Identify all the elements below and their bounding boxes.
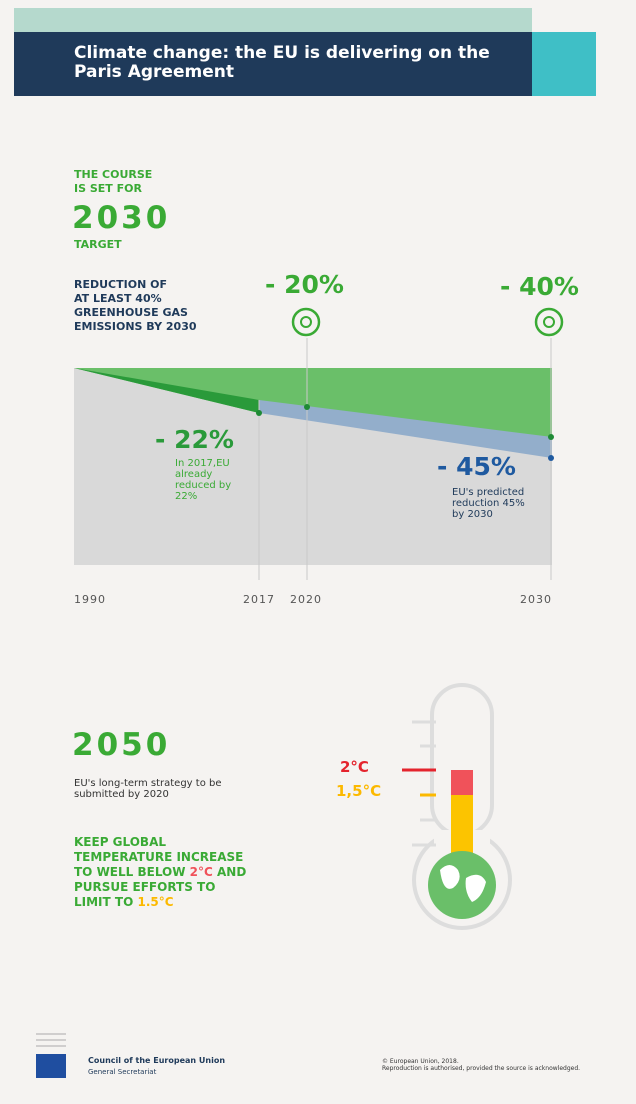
line: by 2030 [452, 509, 525, 520]
footer-note: Reproduction is authorised, provided the… [382, 1065, 580, 1072]
point [256, 410, 262, 416]
achieved-value: - 22% [155, 425, 234, 454]
graphics [0, 0, 636, 1104]
milestone: - 20% [265, 270, 344, 299]
eu-flag [36, 1054, 66, 1078]
goal: KEEP GLOBAL TEMPERATURE INCREASE TO WELL… [74, 835, 246, 910]
milestone: - 40% [500, 272, 579, 301]
reduction-line: EMISSIONS BY 2030 [74, 320, 197, 333]
target-icon [301, 317, 311, 327]
predicted-value: - 45% [437, 452, 516, 481]
reduction-line: REDUCTION OF [74, 278, 167, 291]
part: AND [217, 865, 246, 879]
logo-lines [36, 1034, 66, 1046]
line: TEMPERATURE INCREASE [74, 850, 246, 865]
target-icon [544, 317, 554, 327]
part: TO WELL BELOW [74, 865, 185, 879]
footer-copyright: © European Union, 2018. [382, 1058, 459, 1065]
line: In 2017,EU [175, 458, 231, 469]
target-year: 2030 [72, 200, 170, 236]
long-term-year: 2050 [72, 727, 170, 763]
line: PURSUE EFFORTS TO [74, 880, 246, 895]
point [304, 404, 310, 410]
footer-sub: General Secretariat [88, 1068, 156, 1076]
thermo-label: 2°C [340, 758, 369, 776]
globe [428, 851, 496, 919]
thermo-red [451, 770, 473, 795]
part: 2°C [190, 865, 213, 879]
line: LIMIT TO 1.5°C [74, 895, 246, 910]
line: EU's long-term strategy to be [74, 778, 222, 789]
line: already [175, 469, 231, 480]
target-line: THE COURSE [74, 168, 152, 181]
year: 2020 [290, 593, 322, 606]
reduction-line: GREENHOUSE GAS [74, 306, 188, 319]
target-icon [536, 309, 562, 335]
year: 1990 [74, 593, 106, 606]
line: KEEP GLOBAL [74, 835, 246, 850]
title-accent [532, 32, 596, 96]
point [548, 455, 554, 461]
title: Climate change: the EU is delivering on … [74, 44, 524, 82]
reduction-line: AT LEAST 40% [74, 292, 162, 305]
thermo-label: 1,5°C [336, 782, 381, 800]
target-line: IS SET FOR [74, 182, 142, 195]
top-band [14, 8, 532, 34]
part: 1.5°C [137, 895, 173, 909]
line: submitted by 2020 [74, 789, 222, 800]
year: 2017 [243, 593, 275, 606]
year: 2030 [520, 593, 552, 606]
line: 22% [175, 491, 231, 502]
point [548, 434, 554, 440]
part: LIMIT TO [74, 895, 133, 909]
line: TO WELL BELOW 2°C AND [74, 865, 246, 880]
line: reduction 45% [452, 498, 525, 509]
target-icon [293, 309, 319, 335]
target-label: TARGET [74, 238, 122, 251]
line: EU's predicted [452, 487, 525, 498]
page: Climate change: the EU is delivering on … [0, 0, 636, 1104]
line: reduced by [175, 480, 231, 491]
footer-org: Council of the European Union [88, 1056, 225, 1065]
